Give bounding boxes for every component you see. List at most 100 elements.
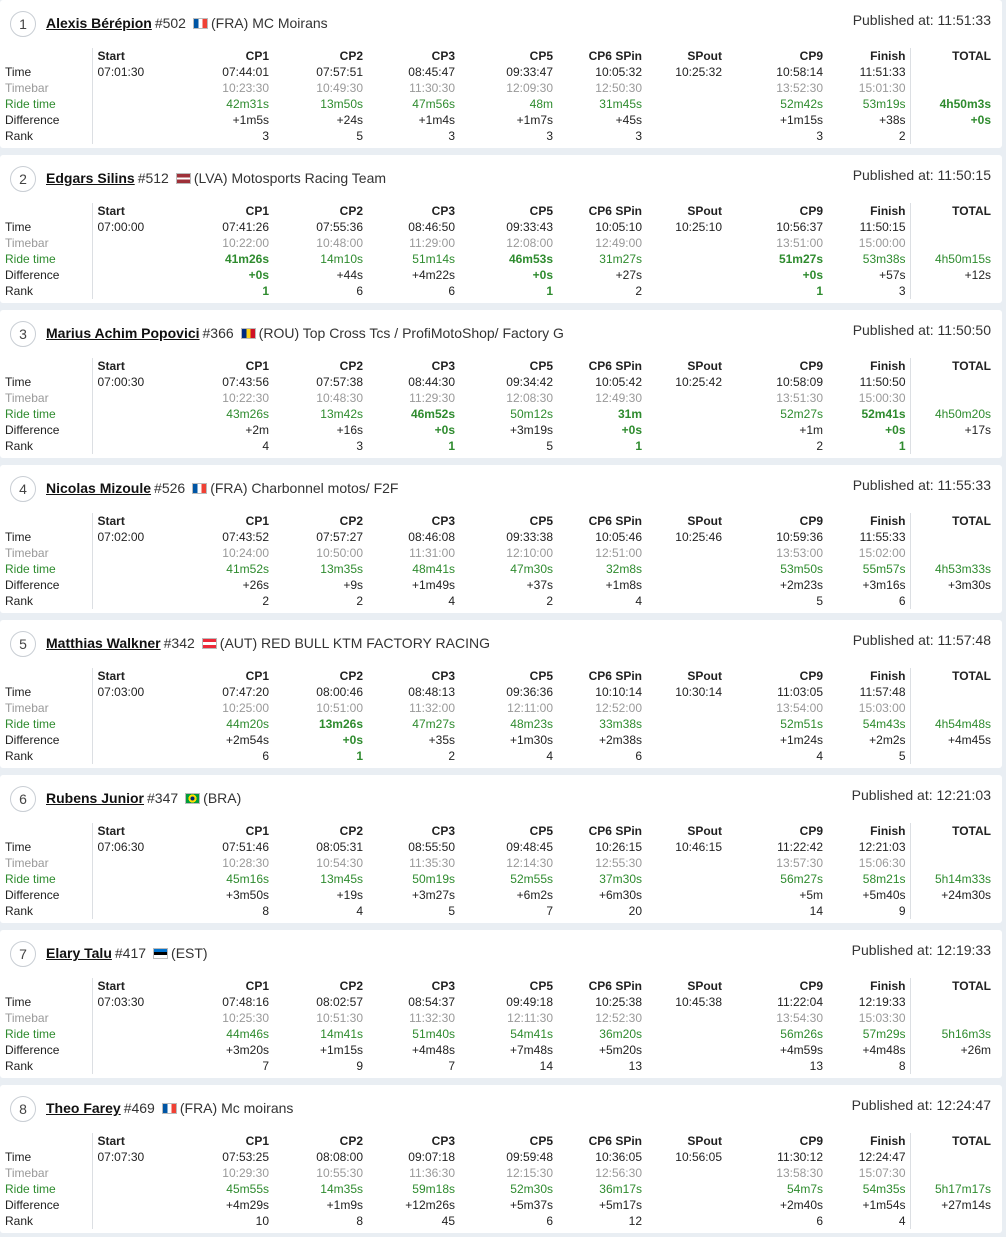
cell-time: 07:51:46 <box>222 840 269 854</box>
rider-name-link[interactable]: Elary Talu <box>46 945 112 961</box>
published-time: 11:50:50 <box>937 322 991 338</box>
cell-diff: +44s <box>336 268 363 282</box>
cell-rank: 12 <box>628 1214 642 1228</box>
cell-rank: 8 <box>898 1059 906 1073</box>
cell-diff: +4m48s <box>862 1043 906 1057</box>
cell-timebar <box>91 1165 182 1181</box>
splits-row-rank: Rank 2 2 4 2 4 5 6 <box>0 593 1002 609</box>
column-header: CP3 <box>431 49 455 63</box>
cell-diff: +3m27s <box>411 888 455 902</box>
cell-diff <box>91 887 182 903</box>
cell-time: 08:46:50 <box>408 220 455 234</box>
cell-ride: 52m55s <box>510 872 553 886</box>
cell-ride: 56m26s <box>780 1027 823 1041</box>
country-flag-icon <box>192 483 208 494</box>
cell-timebar: 12:11:00 <box>507 701 553 715</box>
cell-rank: 14 <box>809 904 823 918</box>
cell-timebar <box>646 1010 726 1026</box>
cell-rank: 1 <box>635 439 642 453</box>
rider-name-link[interactable]: Matthias Walkner <box>46 635 161 651</box>
cell-diff: +6m2s <box>516 888 553 902</box>
cell-timebar: 12:11:30 <box>507 1011 553 1025</box>
cell-rank: 3 <box>635 129 642 143</box>
cell-diff: +4m48s <box>411 1043 455 1057</box>
splits-row-diff: Difference +1m5s +24s +1m4s +1m7s +45s +1m15s +… <box>0 112 1002 128</box>
cell-ride: 14m41s <box>320 1027 363 1041</box>
cell-rank: 4 <box>635 594 642 608</box>
rider-line: Elary Talu #417 (EST) <box>46 945 208 961</box>
splits-row-diff: Difference +2m54s +0s +35s +1m30s +2m38s +1m24… <box>0 732 1002 748</box>
splits-table: Start CP1 CP2 CP3 CP5 CP6 SPin SPout CP9 Finish T… <box>0 823 1002 919</box>
cell-ride <box>646 251 726 267</box>
rider-name-link[interactable]: Edgars Silins <box>46 170 135 186</box>
published-time: 12:24:47 <box>936 1097 992 1113</box>
row-label: Time <box>5 1150 32 1164</box>
cell-timebar: 11:30:30 <box>409 81 455 95</box>
column-header: CP2 <box>339 669 363 683</box>
cell-diff: +19s <box>336 888 363 902</box>
column-header: Start <box>91 203 182 219</box>
cell-diff: +27s <box>615 268 642 282</box>
published-label: Published at: <box>851 942 937 958</box>
cell-ride: 51m40s <box>412 1027 455 1041</box>
rider-line: Marius Achim Popovici #366 (ROU) Top Cross… <box>46 325 564 341</box>
cell-ride: 52m30s <box>510 1182 553 1196</box>
cell-diff: +5m40s <box>862 888 906 902</box>
country-flag-icon <box>153 948 169 959</box>
cell-ride: 53m38s <box>862 252 906 266</box>
rider-name-link[interactable]: Theo Farey <box>46 1100 121 1116</box>
cell-rank: 4 <box>816 749 823 763</box>
rider-name-link[interactable]: Nicolas Mizoule <box>46 480 152 496</box>
cell-ride: 13m26s <box>318 717 363 731</box>
cell-timebar: 15:00:30 <box>858 391 906 405</box>
cell-rank: 5 <box>448 904 455 918</box>
team-name: (ROU) Top Cross Tcs / ProfiMotoShop/ Fac… <box>258 325 564 341</box>
column-header: CP5 <box>529 669 553 683</box>
row-label: Timebar <box>5 856 49 870</box>
cell-timebar: 12:09:30 <box>506 81 553 95</box>
rider-name-link[interactable]: Marius Achim Popovici <box>46 325 200 341</box>
column-header: CP2 <box>339 204 363 218</box>
splits-header-row: Start CP1 CP2 CP3 CP5 CP6 SPin SPout CP9 Finish T… <box>0 668 1002 684</box>
column-header: TOTAL <box>909 48 1002 64</box>
cell-time <box>909 529 1002 545</box>
column-header: CP6 SPin <box>588 979 642 993</box>
cell-timebar: 12:08:00 <box>506 236 553 250</box>
splits-row-time: Time 07:00:30 07:43:56 07:57:38 08:44:30 09:3… <box>0 374 1002 390</box>
bib-number: #526 <box>154 480 186 496</box>
cell-rank: 3 <box>546 129 553 143</box>
cell-ride: 31m <box>617 407 642 421</box>
column-header: CP6 SPin <box>588 824 642 838</box>
column-header: CP9 <box>799 824 823 838</box>
cell-rank: 4 <box>356 904 363 918</box>
cell-ride: 47m56s <box>412 97 455 111</box>
splits-table: Start CP1 CP2 CP3 CP5 CP6 SPin SPout CP9 Finish T… <box>0 668 1002 764</box>
cell-diff: +1m9s <box>326 1198 363 1212</box>
cell-ride <box>646 406 726 422</box>
rider-name-link[interactable]: Alexis Bérépion <box>46 15 152 31</box>
splits-header-row: Start CP1 CP2 CP3 CP5 CP6 SPin SPout CP9 Finish T… <box>0 1133 1002 1149</box>
cell-timebar: 12:52:00 <box>595 701 642 715</box>
column-header: CP5 <box>529 824 553 838</box>
rider-header: 5 Matthias Walkner #342 (AUT) RED BULL KTM … <box>0 620 1002 666</box>
cell-time: 08:46:08 <box>408 530 455 544</box>
cell-ride: 46m52s <box>410 407 455 421</box>
rider-card: 6 Rubens Junior #347 (BRA) Published at: 12:… <box>0 775 1002 923</box>
cell-timebar: 13:52:30 <box>776 81 823 95</box>
cell-rank <box>91 903 182 919</box>
rider-name-link[interactable]: Rubens Junior <box>46 790 145 806</box>
cell-time: 09:33:43 <box>506 220 553 234</box>
cell-diff: +2m54s <box>225 733 269 747</box>
cell-time: 08:54:37 <box>408 995 455 1009</box>
row-label: Difference <box>5 1043 60 1057</box>
cell-rank <box>909 1213 1002 1229</box>
splits-row-rank: Rank 4 3 1 5 1 2 1 <box>0 438 1002 454</box>
published-time: 11:55:33 <box>937 477 991 493</box>
cell-timebar: 13:51:00 <box>776 236 823 250</box>
cell-rank <box>909 1058 1002 1074</box>
column-header: TOTAL <box>909 668 1002 684</box>
cell-ride: 52m27s <box>780 407 823 421</box>
cell-ride: 52m41s <box>861 407 906 421</box>
row-label: Timebar <box>5 546 49 560</box>
cell-rank: 5 <box>546 439 553 453</box>
